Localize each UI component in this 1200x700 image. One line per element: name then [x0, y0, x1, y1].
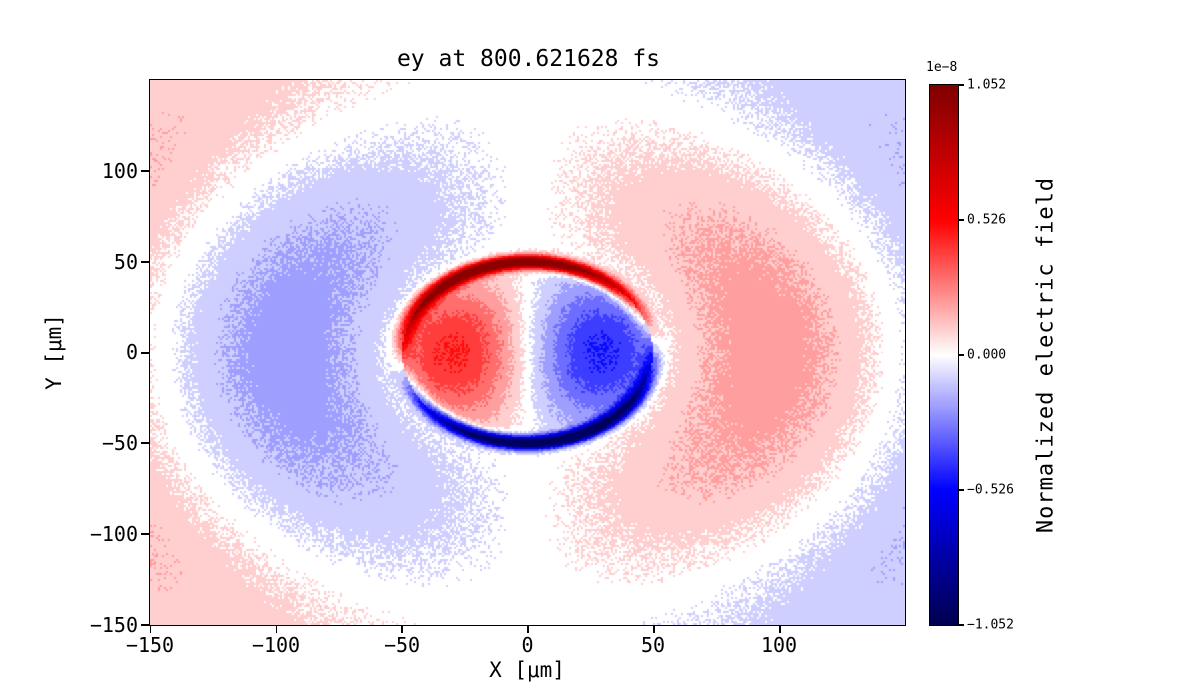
y-tick-label: 50 [40, 250, 138, 274]
y-tick-mark [141, 352, 149, 354]
x-tick-label: 0 [521, 633, 533, 657]
x-tick-label: 100 [761, 633, 797, 657]
colorbar-canvas [930, 85, 958, 625]
colorbar-tick-mark [959, 624, 964, 626]
y-tick-mark [141, 170, 149, 172]
x-tick-label: 50 [641, 633, 665, 657]
colorbar-offset-text: 1e−8 [926, 60, 957, 75]
y-tick-label: −50 [40, 431, 138, 455]
colorbar-tick-mark [959, 219, 964, 221]
x-tick-mark [401, 626, 403, 633]
y-axis-label: Y [μm] [42, 314, 66, 390]
field-canvas [150, 80, 905, 625]
figure: ey at 800.621628 fs −150 −100 −50 0 50 1… [0, 0, 1200, 700]
y-tick-mark [141, 442, 149, 444]
y-tick-label: −100 [40, 522, 138, 546]
colorbar-tick-mark [959, 84, 964, 86]
colorbar-tick-label: −0.526 [967, 483, 1014, 498]
y-tick-mark [141, 624, 149, 626]
y-tick-label: 100 [40, 159, 138, 183]
plot-area [149, 79, 906, 626]
plot-title: ey at 800.621628 fs [150, 46, 907, 72]
x-tick-label: −100 [252, 633, 300, 657]
colorbar-tick-label: 0.000 [967, 348, 1006, 363]
x-tick-label: −50 [384, 633, 420, 657]
colorbar-tick-label: −1.052 [967, 618, 1014, 633]
x-tick-mark [276, 626, 278, 633]
colorbar-tick-mark [959, 354, 964, 356]
colorbar-tick-mark [959, 489, 964, 491]
y-tick-mark [141, 261, 149, 263]
colorbar-label: Normalized electric field [1034, 177, 1059, 533]
colorbar-tick-label: 0.526 [967, 213, 1006, 228]
x-tick-mark [527, 626, 529, 633]
x-axis-label: X [μm] [489, 658, 565, 682]
colorbar [929, 84, 959, 626]
colorbar-tick-label: 1.052 [967, 78, 1006, 93]
x-tick-mark [779, 626, 781, 633]
y-tick-label: −150 [40, 613, 138, 637]
x-tick-mark [150, 626, 152, 633]
x-tick-mark [653, 626, 655, 633]
y-tick-mark [141, 533, 149, 535]
